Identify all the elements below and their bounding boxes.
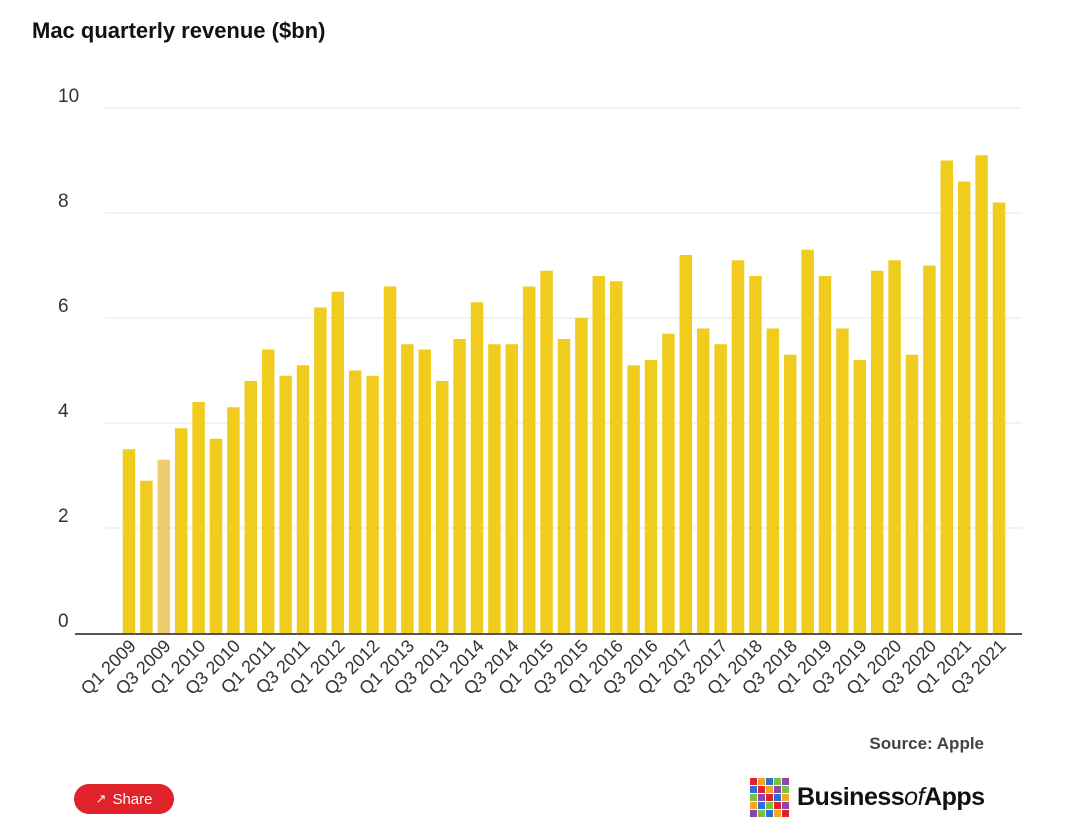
- bar[interactable]: [957, 181, 971, 634]
- y-tick-label: 4: [58, 401, 69, 422]
- bar[interactable]: [575, 318, 588, 633]
- bar[interactable]: [940, 160, 954, 634]
- source-note: Source: Apple: [869, 734, 984, 753]
- bar[interactable]: [609, 281, 623, 633]
- bar[interactable]: [992, 202, 1006, 634]
- bar[interactable]: [174, 428, 188, 633]
- bar[interactable]: [818, 276, 832, 633]
- y-tick-label: 10: [58, 86, 79, 107]
- bar[interactable]: [505, 344, 519, 633]
- bar[interactable]: [540, 270, 553, 633]
- bar[interactable]: [905, 354, 919, 633]
- bar[interactable]: [209, 438, 223, 633]
- bar[interactable]: [749, 276, 762, 633]
- bar[interactable]: [331, 291, 345, 633]
- bar[interactable]: [418, 349, 432, 634]
- share-label: Share: [112, 790, 153, 808]
- bar[interactable]: [488, 344, 501, 633]
- bar[interactable]: [888, 260, 901, 633]
- bar[interactable]: [853, 360, 867, 633]
- bar[interactable]: [453, 339, 466, 633]
- bar[interactable]: [157, 459, 171, 633]
- bar[interactable]: [731, 260, 745, 633]
- bar[interactable]: [662, 333, 675, 633]
- bar[interactable]: [836, 328, 849, 634]
- bar[interactable]: [366, 375, 379, 633]
- bar[interactable]: [279, 375, 292, 633]
- bar[interactable]: [923, 265, 936, 634]
- y-tick-label: 2: [58, 506, 69, 527]
- bar[interactable]: [627, 365, 640, 633]
- share-icon: ↗: [95, 791, 107, 806]
- share-button[interactable]: ↗ Share: [74, 784, 174, 814]
- y-tick-label: 0: [58, 611, 69, 632]
- y-tick-label: 8: [58, 191, 69, 212]
- bar[interactable]: [401, 344, 414, 633]
- bar[interactable]: [470, 302, 484, 633]
- bar[interactable]: [192, 402, 205, 633]
- bar[interactable]: [766, 328, 780, 634]
- bar[interactable]: [261, 349, 275, 634]
- bar[interactable]: [435, 381, 449, 633]
- bars: [122, 155, 1006, 634]
- y-axis-ticks: 0 2 4 6 8 10: [58, 86, 79, 632]
- logo-wordmark: BusinessofApps: [797, 783, 985, 811]
- bar[interactable]: [592, 276, 606, 633]
- bar[interactable]: [801, 249, 814, 633]
- bar[interactable]: [122, 449, 136, 633]
- bar[interactable]: [383, 286, 397, 634]
- chart-title: Mac quarterly revenue ($bn): [32, 18, 326, 43]
- bar[interactable]: [783, 354, 797, 633]
- y-tick-label: 6: [58, 296, 69, 317]
- bar[interactable]: [314, 307, 327, 634]
- bar[interactable]: [522, 286, 536, 634]
- bar[interactable]: [644, 360, 658, 633]
- bar[interactable]: [296, 365, 310, 633]
- logo-mark-icon: [750, 778, 789, 817]
- bar[interactable]: [227, 407, 240, 633]
- bar[interactable]: [696, 328, 710, 634]
- bar[interactable]: [244, 381, 258, 633]
- bar[interactable]: [348, 370, 362, 634]
- bar[interactable]: [870, 270, 884, 633]
- bar[interactable]: [679, 255, 693, 633]
- bar[interactable]: [557, 339, 571, 633]
- bar[interactable]: [140, 480, 153, 633]
- business-of-apps-logo: BusinessofApps: [750, 778, 985, 817]
- bar[interactable]: [975, 155, 988, 633]
- bar[interactable]: [714, 344, 727, 633]
